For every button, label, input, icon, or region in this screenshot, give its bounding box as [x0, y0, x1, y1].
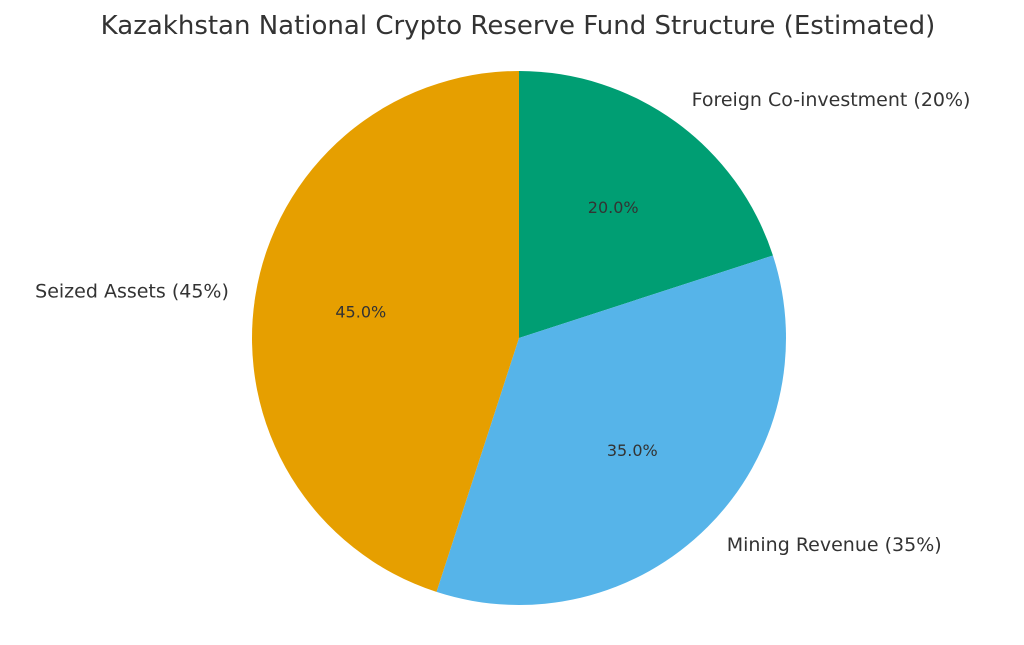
pie-labels: 20.0% Foreign Co-investment (20%) 35.0% Min… [35, 89, 970, 556]
pie-slice-label-0: Foreign Co-investment (20%) [692, 89, 971, 111]
pie-slice-2 [252, 70, 519, 592]
pie-pct-label-1: 35.0% [607, 441, 658, 460]
pie-slice-label-1: Mining Revenue (35%) [727, 534, 942, 556]
pie-pct-label-0: 20.0% [588, 198, 639, 217]
pie-slices [252, 70, 786, 605]
pie-slice-1 [436, 255, 786, 605]
pie-slice-label-2: Seized Assets (45%) [35, 281, 229, 303]
pie-slice-0 [519, 71, 773, 338]
pie-pct-label-2: 45.0% [335, 302, 386, 321]
chart-title: Kazakhstan National Crypto Reserve Fund … [101, 11, 936, 41]
